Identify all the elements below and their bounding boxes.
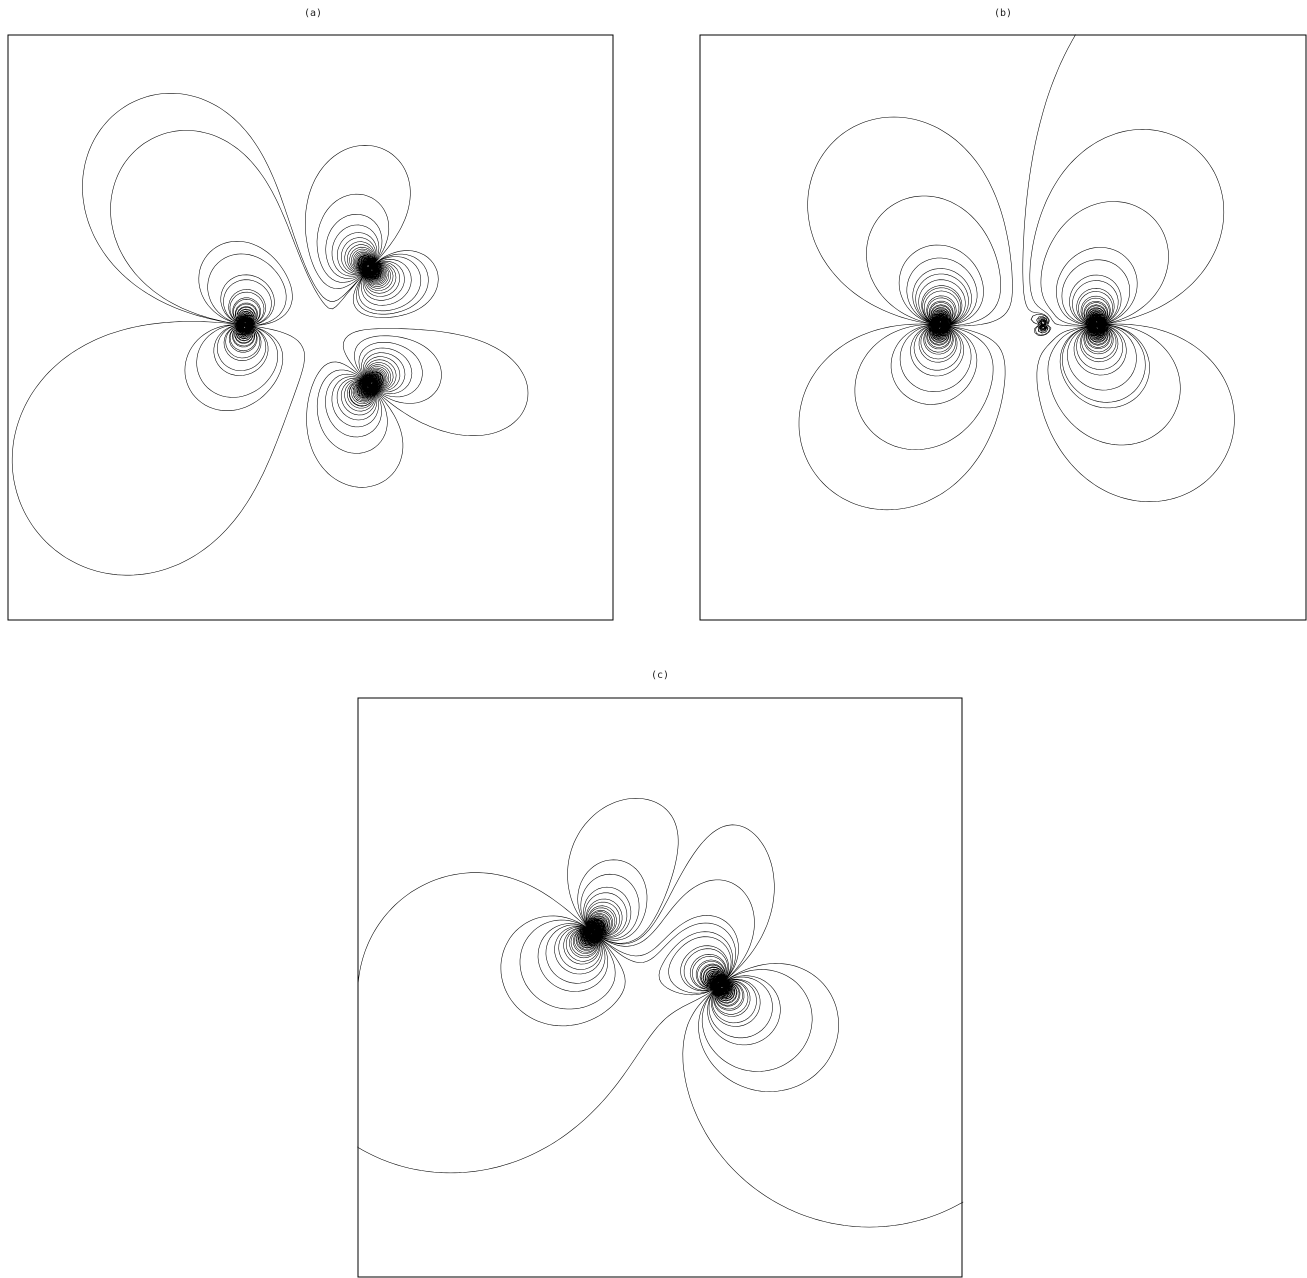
streamlines	[11, 93, 529, 576]
panel-label: (c)	[651, 670, 669, 681]
panel-label: (a)	[304, 8, 322, 19]
panel-label: (b)	[994, 8, 1012, 19]
panel-b	[699, 34, 1307, 621]
streamlines	[357, 798, 964, 1228]
panel-a	[7, 34, 614, 621]
panel-c	[357, 697, 964, 1278]
panel-frame	[357, 697, 963, 1278]
panel-frame	[699, 34, 1307, 621]
streamlines	[798, 34, 1235, 511]
panel-frame	[7, 34, 614, 621]
